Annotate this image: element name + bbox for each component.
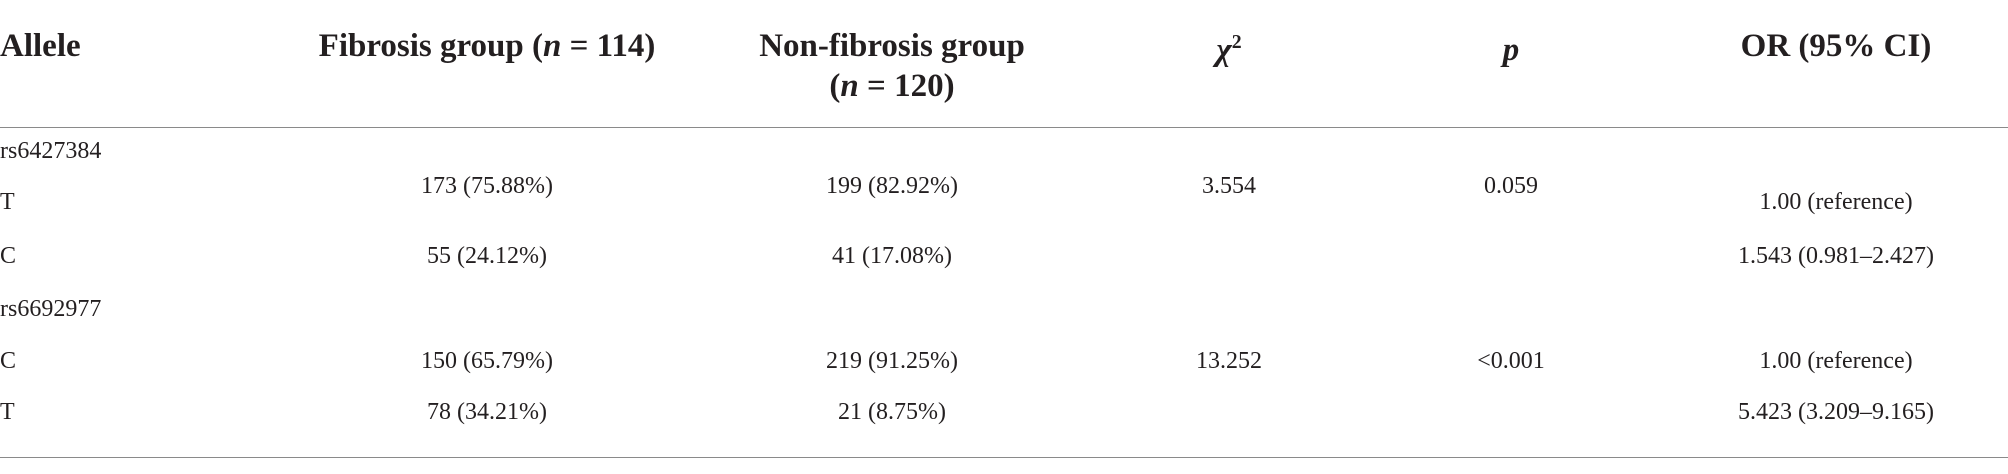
row-label: C [0,243,17,269]
row-label: T [0,189,15,215]
header-rule [0,127,2008,128]
header-cell: χ2 [1216,30,1241,70]
header-text: 2 [1231,31,1242,54]
cell-value: <0.001 [1477,348,1545,374]
header-text: n [840,68,859,104]
cell-value: 13.252 [1196,348,1262,374]
cell-value: 219 (91.25%) [826,348,958,374]
cell-value: 1.00 (reference) [1759,189,1913,215]
row-label: C [0,348,17,374]
cell-value: 0.059 [1484,173,1538,199]
row-label: rs6692977 [0,296,102,322]
header-cell: p [1503,30,1520,70]
row-label: T [0,399,15,425]
bottom-rule [0,457,2008,458]
header-cell: OR (95% CI) [1741,26,1932,66]
cell-value: 78 (34.21%) [427,399,547,425]
header-text: Non-fibrosis group [759,28,1025,64]
header-text: OR (95% CI) [1740,28,1932,64]
cell-value: 1.543 (0.981–2.427) [1738,243,1934,269]
cell-value: 150 (65.79%) [421,348,553,374]
cell-value: 3.554 [1202,173,1256,199]
cell-value: 41 (17.08%) [832,243,952,269]
row-label: rs6427384 [0,138,102,164]
header-text: p [1502,32,1520,68]
cell-value: 55 (24.12%) [427,243,547,269]
header-text: = 120) [858,68,955,104]
header-text: ( [829,68,841,104]
header-text: Fibrosis group ( [318,28,543,64]
header-cell: Fibrosis group (n = 114) [319,26,656,66]
header-text: = 114) [561,28,656,64]
header-text: χ [1216,32,1232,68]
cell-value: 21 (8.75%) [838,399,946,425]
header-text: n [543,28,562,64]
cell-value: 173 (75.88%) [421,173,553,199]
header-text: Allele [0,28,81,64]
cell-value: 1.00 (reference) [1759,348,1913,374]
header-cell: Non-fibrosis group (n = 120) [759,26,1025,106]
cell-value: 199 (82.92%) [826,173,958,199]
cell-value: 5.423 (3.209–9.165) [1738,399,1934,425]
header-cell: Allele [0,26,81,66]
